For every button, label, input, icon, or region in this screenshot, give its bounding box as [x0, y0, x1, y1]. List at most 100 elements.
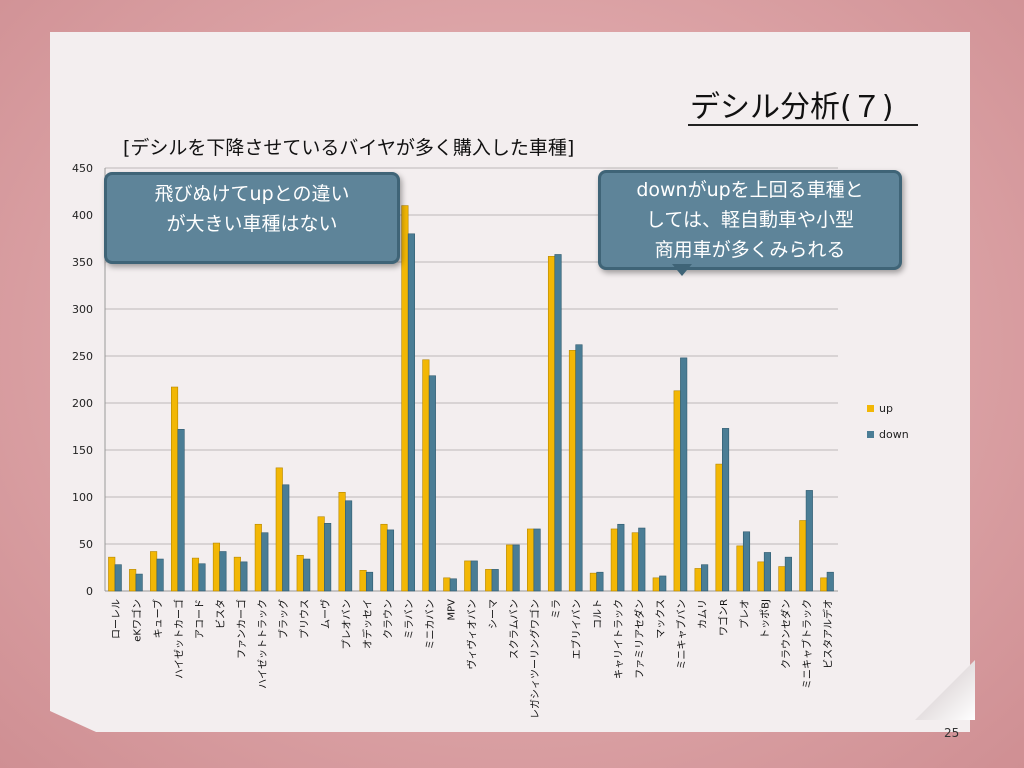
x-tick-label: キューブ [151, 599, 164, 638]
bar-up [506, 544, 514, 592]
y-tick-label: 250 [72, 350, 93, 363]
slide-subtitle: [デシルを下降させているバイヤが多く購入した車種] [123, 137, 575, 159]
bar-down [533, 528, 541, 592]
x-axis-ticks: ローレル eKワゴン キューブ ハイゼットカーゴ アコード ビスタ ファンカーゴ ハイゼットト… [111, 599, 834, 719]
bar-down [198, 563, 206, 592]
bar-down [638, 527, 646, 592]
y-tick-label: 200 [72, 397, 93, 410]
bar-up [652, 577, 660, 592]
bar-down [659, 575, 667, 592]
y-tick-label: 50 [79, 538, 93, 551]
x-tick-label: ビスタ [215, 599, 227, 629]
legend-label-up: up [879, 402, 893, 415]
bar-down [742, 531, 751, 592]
bar-down [805, 490, 813, 592]
bar-down [470, 560, 478, 592]
bar-down [617, 523, 625, 592]
bar-down [554, 254, 562, 592]
bar-up [317, 516, 325, 592]
bar-up [275, 467, 283, 592]
page-number: 25 [944, 726, 960, 740]
y-tick-label: 300 [72, 303, 93, 316]
bar-up [778, 566, 786, 592]
x-tick-label: ハイゼットカーゴ [172, 599, 185, 679]
bar-up [757, 561, 765, 592]
bar-down [282, 484, 290, 592]
bar-down [722, 428, 730, 592]
bar-up [568, 350, 577, 592]
x-tick-label: ミニキャブバン [675, 599, 688, 670]
x-tick-label: ミニカバン [425, 599, 437, 650]
bar-up [150, 551, 158, 592]
callout-right-tail [672, 264, 692, 276]
x-tick-label: ワゴンR [717, 599, 730, 636]
x-tick-label: ミラ [550, 599, 562, 619]
bar-down [491, 569, 499, 592]
callout-left: 飛びぬけてupとの違い が大きい車種はない [104, 172, 400, 264]
bar-up [443, 577, 451, 592]
x-tick-label: プレオ [739, 599, 751, 629]
callout-left-line-2: が大きい車種はない [166, 213, 338, 235]
bar-down [407, 233, 415, 592]
bar-up [422, 359, 430, 592]
bar-up [233, 556, 241, 592]
x-tick-label: eKワゴン [130, 599, 143, 642]
bar-up [254, 523, 262, 592]
callout-right-line-2: しては、軽自動車や小型 [645, 209, 855, 231]
legend-swatch-down [867, 431, 874, 438]
bar-down [114, 564, 122, 592]
x-tick-label: クラウン [383, 599, 395, 639]
x-tick-label: ビスタアルデオ [822, 599, 835, 669]
bar-down [386, 529, 395, 592]
x-tick-label: ブラッグ [277, 599, 290, 639]
y-tick-label: 150 [72, 444, 93, 457]
bar-up [820, 577, 828, 592]
x-tick-label: ヴィヴィオバン [466, 599, 479, 670]
bar-up [527, 528, 535, 592]
x-tick-label: シーマ [488, 599, 499, 629]
bar-down [701, 564, 709, 592]
bar-up [715, 463, 723, 592]
bar-down [449, 578, 457, 592]
callout-right: downがupを上回る車種と しては、軽自動車や小型 商用車が多くみられる [598, 170, 902, 270]
bar-up [359, 570, 367, 592]
legend-swatch-up [867, 405, 874, 412]
bar-down [219, 551, 227, 592]
x-tick-label: トッポBJ [760, 599, 772, 639]
x-tick-label: スクラムバン [508, 599, 520, 659]
x-tick-label: ミラバン [404, 599, 416, 639]
y-tick-label: 100 [72, 491, 93, 504]
bar-up [485, 569, 493, 592]
bar-down [345, 500, 353, 592]
bar-down [428, 375, 436, 592]
bar-down [324, 523, 332, 592]
bar-up [736, 545, 744, 592]
title-underline [688, 124, 918, 126]
bar-down [177, 429, 185, 592]
bar-down [135, 573, 143, 592]
bar-up [673, 390, 681, 592]
slide-title: デシル分析(７) [690, 90, 894, 125]
y-tick-label: 400 [72, 209, 93, 222]
bar-down [763, 552, 772, 592]
bar-down [261, 532, 269, 592]
bar-down [365, 571, 374, 592]
bars [108, 205, 834, 592]
x-tick-label: オデッセイ [361, 599, 374, 649]
bar-up [631, 532, 639, 592]
x-tick-label: クラウンセダン [780, 599, 793, 669]
bar-down [240, 561, 248, 592]
x-tick-label: ファンカーゴ [235, 599, 248, 659]
y-tick-label: 350 [72, 256, 93, 269]
bar-down [156, 558, 164, 592]
y-axis-ticks: 0 50 100 150 200 250 300 350 400 450 [72, 162, 93, 598]
bar-up [296, 554, 304, 592]
bar-down [680, 357, 688, 592]
bar-up [464, 560, 472, 592]
legend: up down [867, 402, 909, 441]
bar-down [596, 571, 604, 592]
bar-up [547, 256, 556, 592]
legend-label-down: down [879, 428, 909, 441]
bar-up [212, 542, 220, 592]
